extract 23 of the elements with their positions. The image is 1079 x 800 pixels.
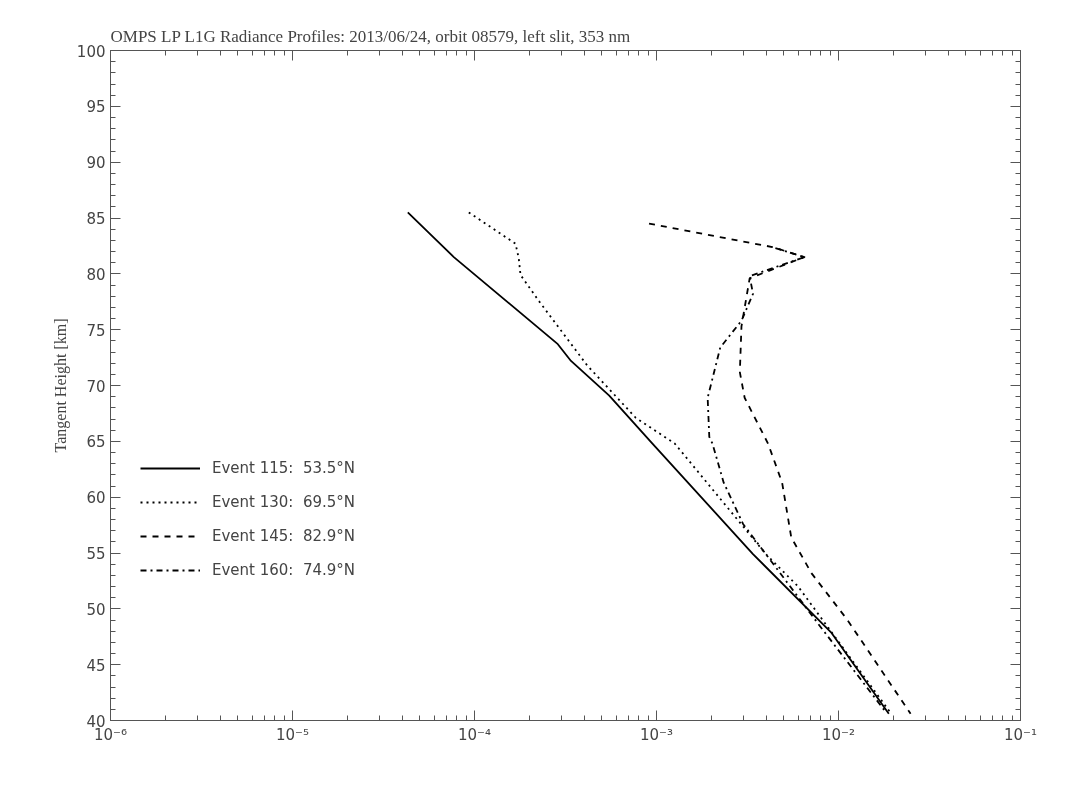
- y-tick-label: 55: [86, 545, 106, 563]
- y-tick-label: 100: [76, 42, 106, 61]
- y-tick-label: 80: [86, 265, 106, 284]
- x-tick-label: 10⁻⁵: [275, 725, 310, 744]
- y-tick-label: 85: [86, 210, 106, 228]
- y-axis-title: Tangent Height [km]: [51, 318, 70, 453]
- chart-title: OMPS LP L1G Radiance Profiles: 2013/06/24, orbit 08579, left slit, 353 nm: [110, 26, 631, 46]
- y-tick-label: 90: [86, 154, 106, 173]
- y-tick-label: 75: [86, 321, 106, 340]
- y-tick-label: 70: [86, 377, 106, 396]
- y-tick-label: 50: [86, 600, 106, 619]
- legend-label: Event 160: 74.9°N: [212, 561, 356, 579]
- y-tick-label: 65: [86, 433, 106, 452]
- legend-label: Event 130: 69.5°N: [212, 493, 356, 511]
- x-tick-label: 10⁻¹: [1003, 725, 1038, 744]
- legend-label: Event 145: 82.9°N: [212, 527, 356, 545]
- y-tick-label: 45: [86, 656, 106, 675]
- x-tick-label: 10⁻³: [639, 725, 674, 744]
- legend-label: Event 115: 53.5°N: [212, 459, 356, 477]
- x-tick-label: 10⁻⁴: [457, 725, 492, 744]
- y-tick-label: 60: [86, 489, 106, 508]
- x-tick-label: 10⁻²: [821, 725, 856, 744]
- y-tick-label: 95: [86, 98, 106, 117]
